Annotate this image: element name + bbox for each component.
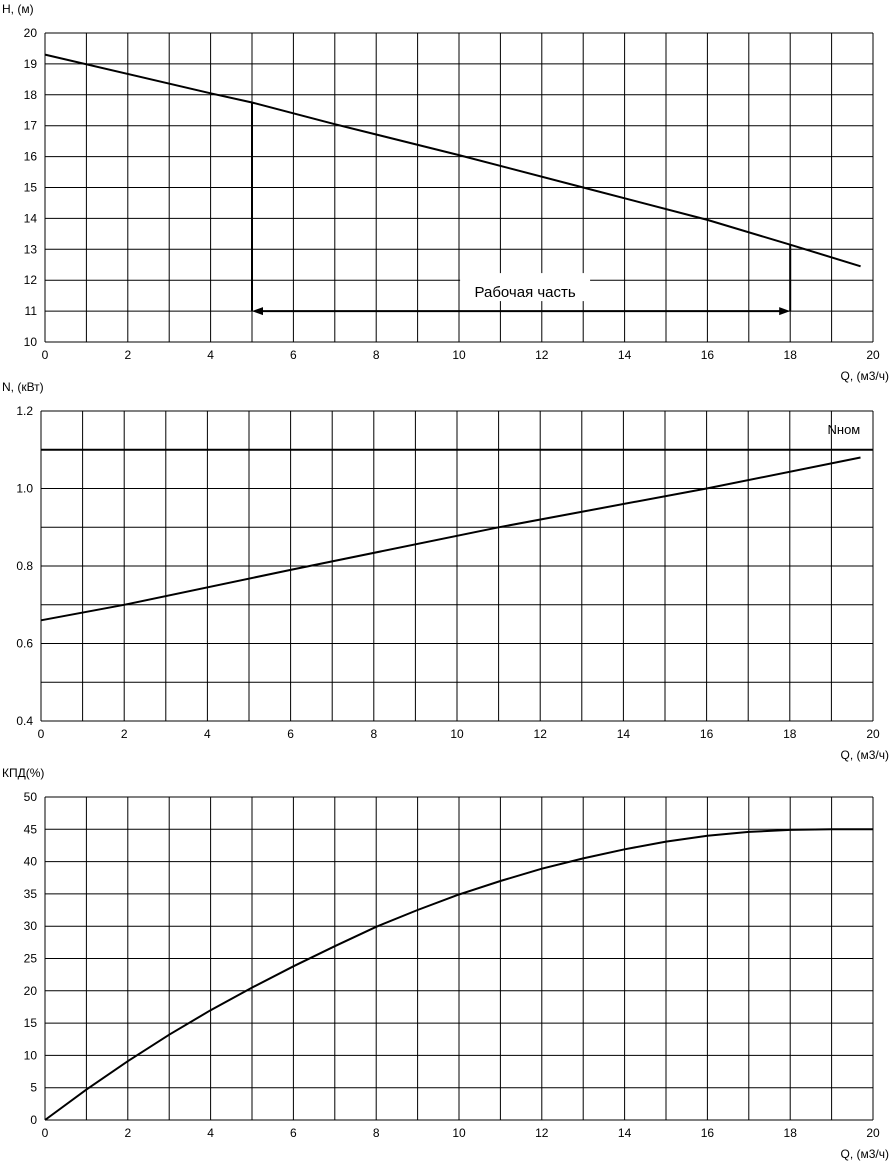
series-line (44, 53, 861, 268)
x-tick-label: 12 (534, 727, 548, 741)
annotation-background (460, 273, 591, 302)
y-tick-label: 10 (24, 1048, 38, 1062)
y-tick-label: 11 (25, 304, 38, 318)
chart-1: 0 2 4 6 8 10 12 14 16 18 20 10 11 12 13 14 15 16 17 18 19 20 H… (2, 2, 889, 383)
x-tick-label: 4 (204, 727, 211, 741)
y-tick-label: 0 (30, 1113, 37, 1127)
arrow-head-left (252, 307, 263, 316)
x-tick-label: 8 (370, 727, 377, 741)
x-tick-label: 0 (42, 348, 49, 362)
x-tick-label: 18 (784, 348, 798, 362)
x-tick-label: 14 (618, 348, 632, 362)
x-axis-label: Q, (м3/ч) (840, 748, 889, 762)
x-tick-label: 6 (290, 348, 297, 362)
y-tick-label: 17 (24, 119, 38, 133)
x-tick-label: 2 (124, 348, 131, 362)
y-tick-label: 20 (24, 984, 38, 998)
y-tick-label: 15 (24, 181, 38, 195)
y-tick-label: 19 (24, 57, 38, 71)
y-tick-label: 30 (24, 919, 38, 933)
y-axis-label: N, (кВт) (2, 380, 44, 394)
x-tick-label: 4 (207, 348, 214, 362)
x-tick-label: 16 (700, 727, 714, 741)
y-tick-label: 5 (30, 1081, 37, 1095)
x-tick-label: 0 (38, 727, 45, 741)
x-tick-label: 2 (121, 727, 128, 741)
x-tick-label: 10 (452, 348, 466, 362)
x-tick-label: 12 (535, 1126, 549, 1140)
x-tick-label: 8 (373, 348, 380, 362)
x-tick-label: 20 (866, 1126, 880, 1140)
y-tick-label: 0.4 (16, 714, 33, 728)
y-tick-label: 25 (24, 952, 38, 966)
y-tick-label: 13 (24, 242, 38, 256)
x-tick-label: 12 (535, 348, 549, 362)
y-axis-label: КПД(%) (2, 766, 44, 780)
nominal-power-label: Nном (828, 422, 861, 437)
y-tick-label: 0.8 (16, 559, 33, 573)
y-tick-label: 16 (24, 150, 38, 164)
y-tick-label: 10 (24, 335, 38, 349)
y-tick-label: 35 (24, 887, 38, 901)
x-tick-label: 0 (42, 1126, 49, 1140)
series-line (40, 456, 861, 622)
y-tick-label: 14 (24, 211, 38, 225)
y-tick-label: 1.2 (16, 404, 33, 418)
x-tick-label: 20 (866, 727, 880, 741)
y-axis-label: H, (м) (2, 2, 34, 16)
y-tick-label: 12 (24, 273, 38, 287)
y-tick-label: 15 (24, 1016, 38, 1030)
working-range-label: Рабочая часть (474, 284, 575, 301)
x-tick-label: 14 (618, 1126, 632, 1140)
x-axis-label: Q, (м3/ч) (840, 1147, 889, 1161)
x-tick-label: 14 (617, 727, 631, 741)
series-line (44, 828, 873, 1121)
x-tick-label: 6 (287, 727, 294, 741)
y-tick-label: 45 (24, 822, 38, 836)
x-tick-label: 16 (701, 1126, 715, 1140)
x-tick-label: 20 (866, 348, 880, 362)
x-tick-label: 10 (452, 1126, 466, 1140)
y-tick-label: 0.6 (16, 637, 33, 651)
y-tick-label: 50 (24, 790, 38, 804)
x-tick-label: 18 (783, 727, 797, 741)
y-tick-label: 40 (24, 855, 38, 869)
x-tick-label: 18 (784, 1126, 798, 1140)
x-tick-label: 10 (450, 727, 464, 741)
x-tick-label: 6 (290, 1126, 297, 1140)
y-tick-label: 18 (24, 88, 38, 102)
chart-2: 0 2 4 6 8 10 12 14 16 18 20 0.4 0.6 0.8 1.0 1.2 N, (кВт)… (2, 380, 889, 762)
y-tick-label: 1.0 (16, 482, 33, 496)
x-tick-label: 16 (701, 348, 715, 362)
x-tick-label: 8 (373, 1126, 380, 1140)
x-axis-label: Q, (м3/ч) (840, 369, 889, 383)
x-tick-label: 4 (207, 1126, 214, 1140)
arrow-head-right (779, 307, 791, 316)
y-tick-label: 20 (24, 26, 38, 40)
chart-3: 0 2 4 6 8 10 12 14 16 18 20 0 5 10 15 20 25 30 35 40 45 50 КПД… (2, 766, 889, 1161)
x-tick-label: 2 (124, 1126, 131, 1140)
